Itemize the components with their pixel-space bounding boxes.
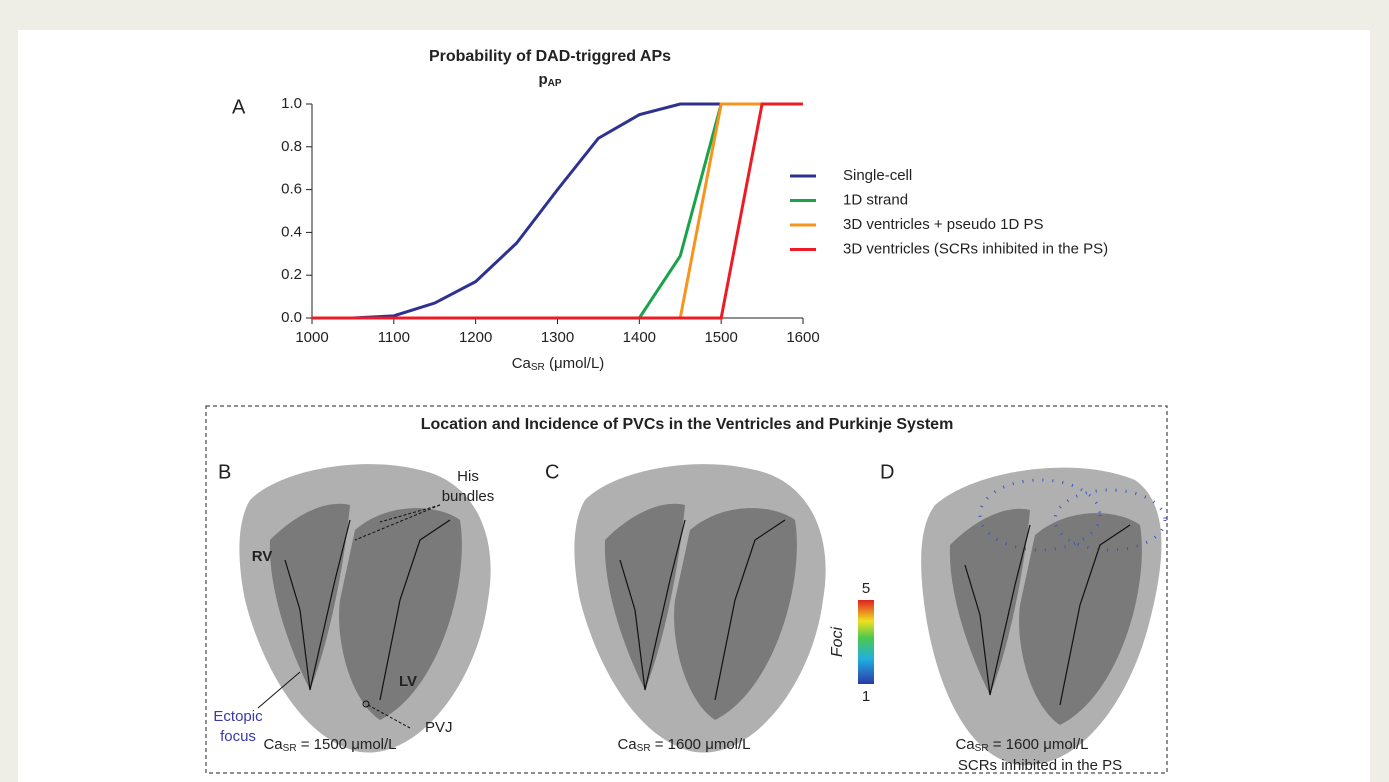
legend-label: Single-cell — [843, 167, 912, 184]
rv-label: RV — [252, 548, 273, 565]
caption: CaSR = 1500 μmol/L — [263, 736, 396, 754]
caption-main: Ca — [955, 736, 975, 753]
x-tick-label: 1500 — [704, 329, 737, 346]
x-label-main: Ca — [512, 355, 532, 372]
pvj-marker — [362, 700, 370, 708]
heart-c — [574, 464, 826, 753]
purkinje — [619, 519, 786, 701]
caption-sub: SR — [637, 743, 651, 754]
series-line — [312, 102, 803, 320]
caption-sub: SR — [975, 743, 989, 754]
heart-d — [921, 467, 1167, 766]
panel-label: D — [880, 461, 894, 483]
lv-label: LV — [399, 673, 417, 690]
legend-label: 3D ventricles + pseudo 1D PS — [843, 216, 1044, 233]
caption-sub: SR — [283, 743, 297, 754]
purkinje — [284, 519, 451, 701]
caption-rest: = 1500 μmol/L — [297, 736, 397, 753]
foci-ring — [978, 478, 1102, 552]
caption-rest: = 1600 μmol/L — [989, 736, 1089, 753]
pvj-label: PVJ — [425, 719, 453, 736]
x-tick-label: 1100 — [378, 329, 410, 346]
chart-subtitle: pAP — [538, 71, 561, 89]
caption: SCRs inhibited in the PS — [958, 757, 1122, 774]
panel-label: A — [232, 96, 246, 118]
x-tick-label: 1000 — [295, 329, 328, 346]
legend-label: 3D ventricles (SCRs inhibited in the PS) — [843, 240, 1108, 257]
subtitle-main: p — [538, 71, 547, 88]
colorbar-label: Foci — [829, 626, 846, 657]
colorbar — [858, 600, 874, 684]
caption-main: Ca — [263, 736, 283, 753]
his-label: bundles — [442, 488, 495, 505]
x-label-rest: (μmol/L) — [545, 355, 604, 372]
panel-title: Location and Incidence of PVCs in the Ve… — [421, 416, 954, 433]
caption-main: Ca — [617, 736, 637, 753]
y-tick-label: 1.0 — [281, 95, 302, 112]
x-tick-label: 1400 — [623, 329, 656, 346]
foci-ring — [1053, 488, 1167, 552]
y-tick-label: 0.4 — [281, 223, 302, 240]
rv-cavity — [604, 503, 685, 690]
y-tick-label: 0.6 — [281, 181, 302, 198]
caption: CaSR = 1600 μmol/L — [955, 736, 1088, 754]
pvj-pointer — [367, 704, 411, 729]
x-axis-label: CaSR (μmol/L) — [512, 355, 605, 373]
y-tick-label: 0.2 — [281, 266, 302, 283]
lv-cavity — [1019, 513, 1142, 725]
purkinje — [964, 524, 1131, 706]
panel-label: B — [218, 461, 231, 483]
ectopic-label: Ectopic — [213, 708, 263, 725]
chart-title: Probability of DAD-triggred APs — [429, 48, 671, 65]
his-arrow — [354, 504, 441, 541]
ectopic-label: focus — [220, 728, 256, 745]
subtitle-sub: AP — [548, 78, 562, 89]
colorbar-min: 1 — [862, 688, 870, 705]
panel-label: C — [545, 461, 559, 483]
y-tick-label: 0.0 — [281, 309, 302, 326]
heart-b — [239, 464, 491, 753]
caption: CaSR = 1600 μmol/L — [617, 736, 750, 754]
dashed-box — [205, 405, 1168, 774]
lv-cavity — [674, 508, 797, 720]
x-tick-label: 1300 — [541, 329, 574, 346]
x-tick-label: 1200 — [459, 329, 492, 346]
colorbar-max: 5 — [862, 580, 870, 597]
legend-label: 1D strand — [843, 191, 908, 208]
caption-rest: = 1600 μmol/L — [651, 736, 751, 753]
rv-cavity — [949, 508, 1030, 695]
his-label: His — [457, 468, 479, 485]
x-label-sub: SR — [531, 362, 545, 373]
ectopic-arrow — [257, 671, 301, 709]
rv-cavity — [269, 503, 350, 690]
lv-cavity — [339, 508, 462, 720]
y-tick-label: 0.8 — [281, 138, 302, 155]
x-tick-label: 1600 — [786, 329, 819, 346]
